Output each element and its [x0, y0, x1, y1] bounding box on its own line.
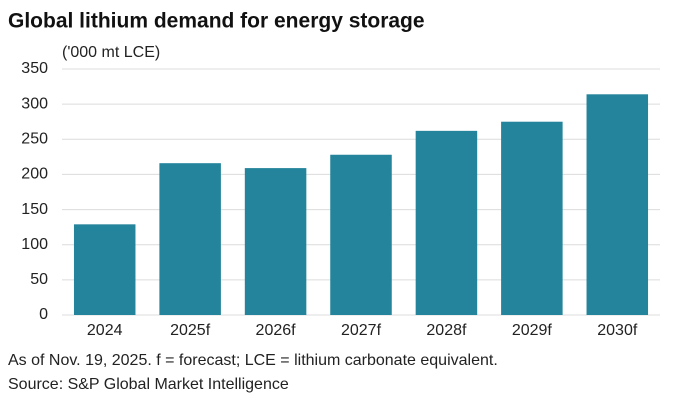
x-tick-label: 2028f: [426, 322, 467, 339]
y-tick-label: 250: [21, 131, 48, 148]
bar: [330, 154, 392, 315]
bar: [501, 121, 563, 315]
chart-subtitle: ('000 mt LCE): [62, 44, 160, 61]
source: Source: S&P Global Market Intelligence: [8, 376, 289, 393]
x-tick-label: 2030f: [597, 322, 638, 339]
bar: [244, 168, 307, 315]
chart-title: Global lithium demand for energy storage: [8, 10, 425, 33]
bar: [159, 163, 221, 315]
y-tick-label: 50: [30, 271, 48, 288]
y-tick-label: 150: [21, 201, 48, 218]
y-tick-label: 350: [21, 60, 48, 77]
y-tick-label: 300: [21, 95, 48, 112]
footnote: As of Nov. 19, 2025. f = forecast; LCE =…: [8, 352, 498, 369]
bar: [73, 224, 136, 315]
bar: [586, 94, 649, 315]
x-tick-label: 2024: [87, 322, 123, 339]
y-tick-label: 200: [21, 166, 48, 183]
y-tick-label: 100: [21, 236, 48, 253]
x-tick-label: 2025f: [170, 322, 211, 339]
x-tick-label: 2027f: [341, 322, 382, 339]
y-tick-label: 0: [39, 306, 48, 323]
x-tick-label: 2026f: [256, 322, 297, 339]
x-tick-label: 2029f: [512, 322, 553, 339]
bar: [415, 130, 478, 315]
